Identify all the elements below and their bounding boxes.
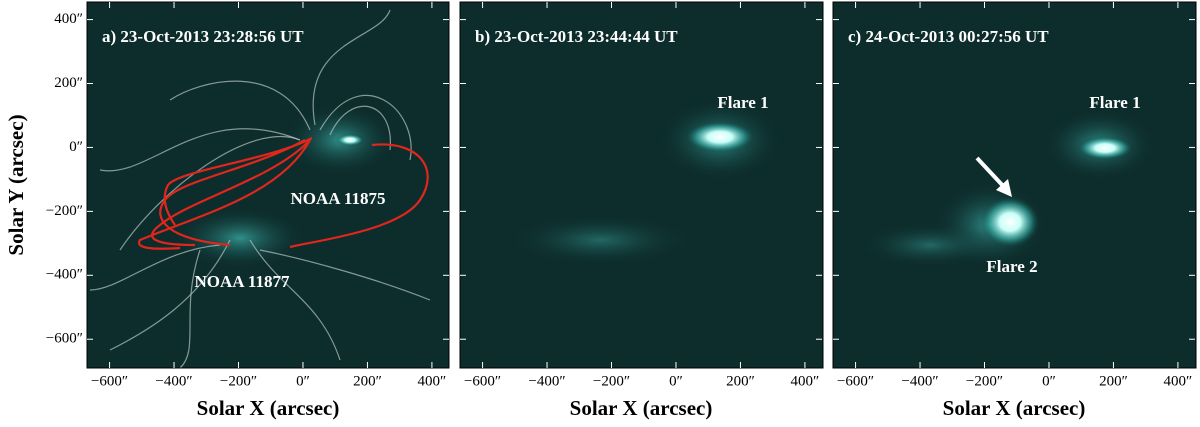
annotation: NOAA 11875 [291, 189, 386, 208]
y-tick-label: −600″ [46, 331, 83, 347]
y-tick-label: 400″ [54, 11, 83, 27]
x-tick-label: −400″ [528, 373, 565, 389]
y-tick-label: −200″ [46, 203, 83, 219]
y-tick-label: 200″ [54, 75, 83, 91]
x-tick-label: 0″ [1042, 373, 1056, 389]
x-tick-label: −600″ [91, 373, 128, 389]
x-axis-label: Solar X (arcsec) [943, 396, 1086, 420]
x-tick-label: 0″ [296, 373, 310, 389]
panel-image [87, 2, 1196, 369]
x-tick-label: 400″ [1164, 373, 1193, 389]
panel-title: a) 23-Oct-2013 23:28:56 UT [102, 27, 304, 46]
panel-title: c) 24-Oct-2013 00:27:56 UT [848, 27, 1049, 46]
x-axis-label: Solar X (arcsec) [570, 396, 713, 420]
x-tick-label: −400″ [155, 373, 192, 389]
annotation: NOAA 11877 [195, 272, 290, 291]
x-tick-label: −200″ [220, 373, 257, 389]
annotation: Flare 2 [986, 257, 1037, 276]
x-tick-label: −200″ [593, 373, 630, 389]
x-tick-label: 400″ [791, 373, 820, 389]
x-tick-label: 0″ [669, 373, 683, 389]
panel-title: b) 23-Oct-2013 23:44:44 UT [475, 27, 678, 46]
annotation: Flare 1 [717, 93, 768, 112]
annotation: Flare 1 [1089, 93, 1140, 112]
x-tick-label: −400″ [901, 373, 938, 389]
panel-frames [86, 1, 1197, 369]
x-tick-label: −600″ [837, 373, 874, 389]
x-tick-label: −200″ [966, 373, 1003, 389]
y-tick-label: −400″ [46, 267, 83, 283]
x-tick-label: −600″ [464, 373, 501, 389]
x-tick-label: 400″ [418, 373, 447, 389]
x-axis-label: Solar X (arcsec) [197, 396, 340, 420]
x-tick-label: 200″ [353, 373, 382, 389]
x-tick-label: 200″ [726, 373, 755, 389]
y-axis-label: Solar Y (arcsec) [4, 114, 28, 255]
x-tick-label: 200″ [1099, 373, 1128, 389]
y-tick-label: 0″ [69, 139, 83, 155]
